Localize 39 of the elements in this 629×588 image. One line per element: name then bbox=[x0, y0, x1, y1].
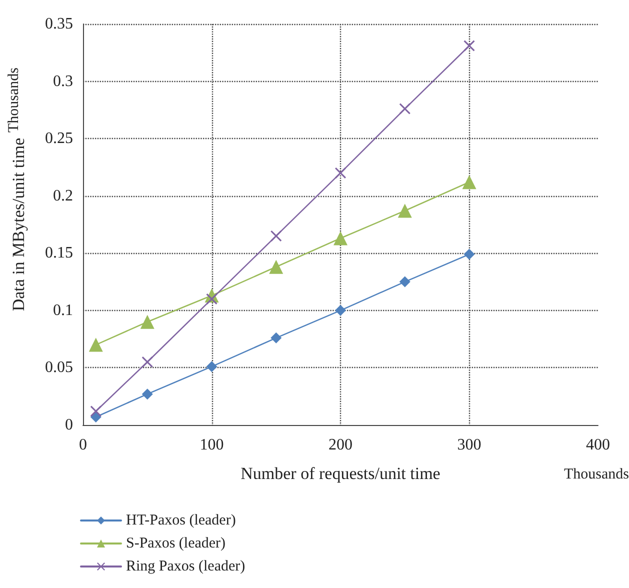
x-tick-label: 400 bbox=[586, 436, 610, 454]
point bbox=[335, 167, 346, 178]
y-tick-label: 0.25 bbox=[45, 130, 73, 148]
y-tick-label: 0.1 bbox=[53, 302, 73, 319]
point bbox=[206, 361, 218, 372]
point bbox=[142, 356, 153, 368]
point bbox=[464, 248, 475, 260]
point bbox=[464, 40, 475, 52]
point bbox=[206, 293, 218, 304]
point bbox=[399, 103, 410, 114]
point bbox=[335, 304, 346, 316]
point bbox=[269, 260, 284, 274]
point bbox=[142, 388, 153, 400]
point bbox=[334, 231, 348, 246]
y-axis-title: Data in MBytes/unit time bbox=[9, 138, 28, 312]
x-axis-title: Number of requests/unit time bbox=[240, 464, 440, 483]
point bbox=[88, 338, 103, 352]
point bbox=[399, 276, 410, 288]
point bbox=[90, 406, 102, 417]
x-tick-label: 200 bbox=[328, 436, 352, 454]
legend-label: S-Paxos (leader) bbox=[126, 536, 226, 552]
point bbox=[270, 332, 282, 344]
y-tick-label: 0.2 bbox=[53, 187, 73, 204]
x-tick-label: 0 bbox=[79, 436, 87, 454]
legend-label: HT-Paxos (leader) bbox=[126, 512, 236, 528]
y-tick-label: 0.3 bbox=[53, 72, 73, 90]
x-tick-label: 300 bbox=[457, 436, 482, 454]
x-tick-label: 100 bbox=[200, 436, 224, 454]
y-tick-label: 0.15 bbox=[45, 244, 73, 262]
text: Thousands bbox=[6, 67, 22, 132]
point bbox=[398, 204, 412, 218]
legend-label: Ring Paxos (leader) bbox=[126, 558, 246, 574]
point bbox=[270, 230, 282, 242]
point bbox=[462, 175, 476, 190]
y-tick-label: 0 bbox=[65, 416, 73, 434]
y-tick-label: 0.05 bbox=[45, 359, 73, 376]
text: Thousands bbox=[564, 466, 629, 482]
y-tick-label: 0.35 bbox=[45, 16, 73, 32]
point bbox=[140, 314, 154, 329]
